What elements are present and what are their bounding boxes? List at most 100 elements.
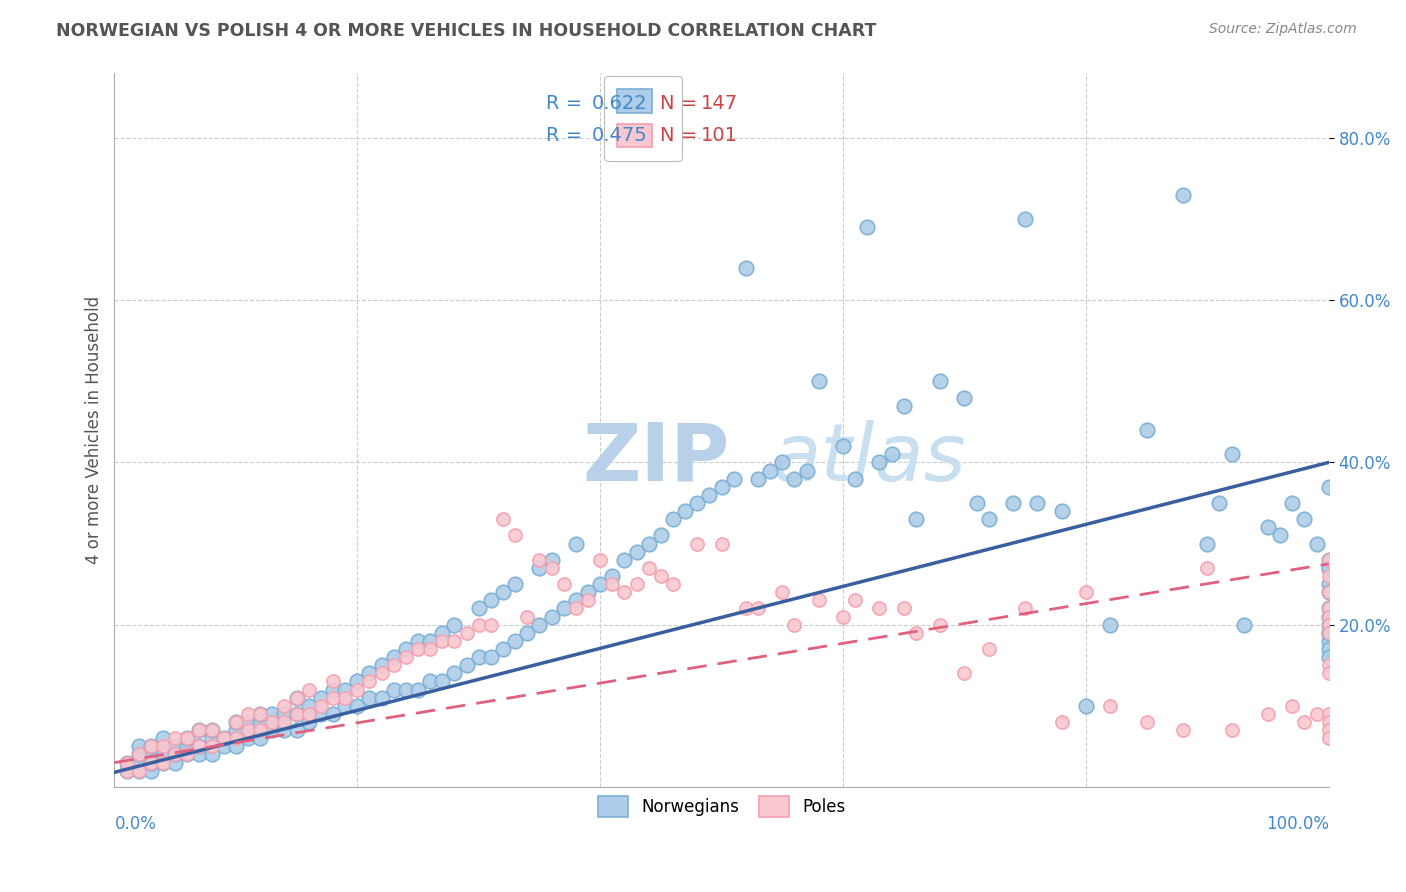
- Point: [613, 585, 636, 599]
- Point: [807, 593, 830, 607]
- Point: [359, 690, 381, 705]
- Point: [540, 609, 562, 624]
- Point: [1197, 561, 1219, 575]
- Point: [1317, 609, 1340, 624]
- Point: [152, 756, 174, 770]
- Text: 147: 147: [702, 95, 738, 113]
- Point: [165, 756, 187, 770]
- Point: [273, 714, 295, 729]
- Point: [637, 536, 659, 550]
- Point: [503, 577, 526, 591]
- Point: [783, 617, 806, 632]
- Point: [139, 739, 162, 754]
- Point: [929, 617, 952, 632]
- Point: [152, 731, 174, 746]
- Point: [236, 706, 259, 721]
- Point: [212, 731, 235, 746]
- Point: [432, 674, 454, 689]
- Point: [419, 674, 441, 689]
- Point: [249, 706, 271, 721]
- Point: [128, 756, 150, 770]
- Point: [128, 747, 150, 762]
- Point: [273, 723, 295, 738]
- Point: [165, 731, 187, 746]
- Point: [249, 706, 271, 721]
- Point: [637, 561, 659, 575]
- Point: [298, 682, 321, 697]
- Point: [492, 585, 515, 599]
- Point: [1220, 447, 1243, 461]
- Point: [479, 650, 502, 665]
- Point: [225, 714, 247, 729]
- Point: [298, 706, 321, 721]
- Point: [662, 577, 685, 591]
- Point: [1317, 642, 1340, 657]
- Point: [285, 690, 308, 705]
- Legend: Norwegians, Poles: Norwegians, Poles: [589, 788, 853, 825]
- Point: [1317, 723, 1340, 738]
- Point: [796, 463, 818, 477]
- Point: [406, 642, 429, 657]
- Point: [176, 731, 198, 746]
- Point: [419, 633, 441, 648]
- Point: [395, 650, 418, 665]
- Point: [1317, 585, 1340, 599]
- Point: [1317, 617, 1340, 632]
- Point: [1281, 496, 1303, 510]
- Point: [600, 577, 623, 591]
- Point: [165, 747, 187, 762]
- Point: [540, 561, 562, 575]
- Point: [1099, 617, 1122, 632]
- Point: [479, 593, 502, 607]
- Point: [869, 601, 891, 615]
- Point: [456, 658, 478, 673]
- Point: [370, 690, 392, 705]
- Point: [734, 601, 756, 615]
- Point: [576, 593, 599, 607]
- Point: [249, 731, 271, 746]
- Point: [1317, 601, 1340, 615]
- Point: [686, 536, 709, 550]
- Point: [128, 739, 150, 754]
- Point: [1317, 625, 1340, 640]
- Point: [200, 747, 222, 762]
- Point: [1317, 609, 1340, 624]
- Point: [236, 723, 259, 738]
- Text: 0.622: 0.622: [592, 95, 647, 113]
- Point: [1317, 706, 1340, 721]
- Point: [783, 472, 806, 486]
- Point: [128, 747, 150, 762]
- Point: [152, 747, 174, 762]
- Point: [139, 747, 162, 762]
- Point: [1317, 561, 1340, 575]
- Point: [1220, 723, 1243, 738]
- Point: [650, 569, 672, 583]
- Text: R =: R =: [546, 95, 588, 113]
- Point: [262, 714, 284, 729]
- Point: [516, 609, 538, 624]
- Point: [298, 698, 321, 713]
- Point: [516, 625, 538, 640]
- Point: [443, 666, 465, 681]
- Point: [225, 739, 247, 754]
- Point: [1136, 714, 1159, 729]
- Point: [1317, 625, 1340, 640]
- Text: 100.0%: 100.0%: [1265, 815, 1329, 833]
- Text: R =: R =: [546, 127, 588, 145]
- Point: [200, 739, 222, 754]
- Point: [467, 617, 489, 632]
- Point: [115, 756, 138, 770]
- Point: [856, 220, 879, 235]
- Point: [322, 682, 344, 697]
- Point: [236, 714, 259, 729]
- Point: [1136, 423, 1159, 437]
- Point: [1317, 561, 1340, 575]
- Point: [139, 756, 162, 770]
- Point: [333, 682, 356, 697]
- Point: [565, 601, 588, 615]
- Point: [1305, 706, 1327, 721]
- Point: [285, 706, 308, 721]
- Point: [432, 625, 454, 640]
- Point: [1050, 504, 1073, 518]
- Point: [747, 601, 769, 615]
